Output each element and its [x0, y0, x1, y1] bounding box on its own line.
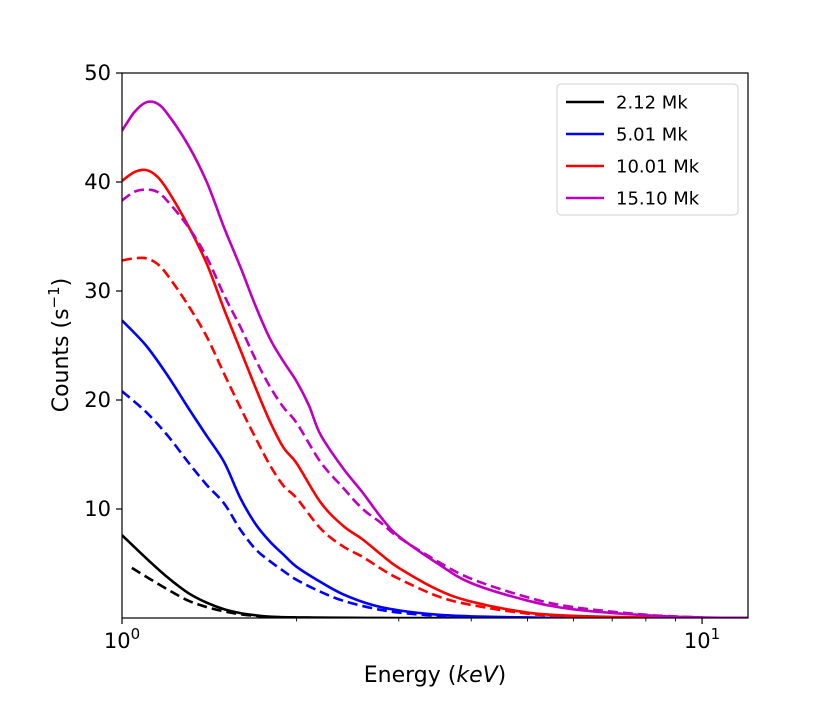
legend-box: [556, 83, 739, 216]
series-line-15-10-mk-dashed: [122, 188, 703, 618]
x-tick-label: 100: [104, 625, 140, 653]
ticks-layer: 10 20 30 40 50 100 101: [84, 61, 720, 653]
y-tick-label: 10: [84, 497, 111, 521]
x-axis-label: Energy (keV): [364, 663, 507, 688]
y-tick-label: 20: [84, 388, 111, 412]
legend-label: 10.01 Mk: [616, 157, 700, 178]
series-line-5-01-mk-dashed: [122, 390, 528, 618]
y-tick-label: 50: [84, 61, 111, 85]
legend-label: 2.12 Mk: [616, 93, 688, 114]
plot-frame: [121, 72, 749, 619]
series-line-15-10-mk: [122, 100, 748, 618]
y-axis-label: Counts (s−1): [45, 278, 74, 413]
legend: 2.12 Mk 5.01 Mk 10.01 Mk 15.10 Mk: [556, 83, 739, 216]
series-line-10-01-mk-dashed: [122, 256, 646, 618]
series-line-2-12-mk: [122, 534, 748, 618]
legend-label: 5.01 Mk: [616, 125, 688, 146]
series-line-2-12-mk-dashed: [131, 566, 353, 618]
y-tick-label: 40: [84, 170, 111, 194]
series-line-5-01-mk: [122, 319, 748, 618]
legend-label: 15.10 Mk: [616, 189, 700, 210]
y-tick-label: 30: [84, 279, 111, 303]
series-line-10-01-mk: [122, 168, 748, 618]
x-tick-label: 101: [684, 625, 720, 653]
